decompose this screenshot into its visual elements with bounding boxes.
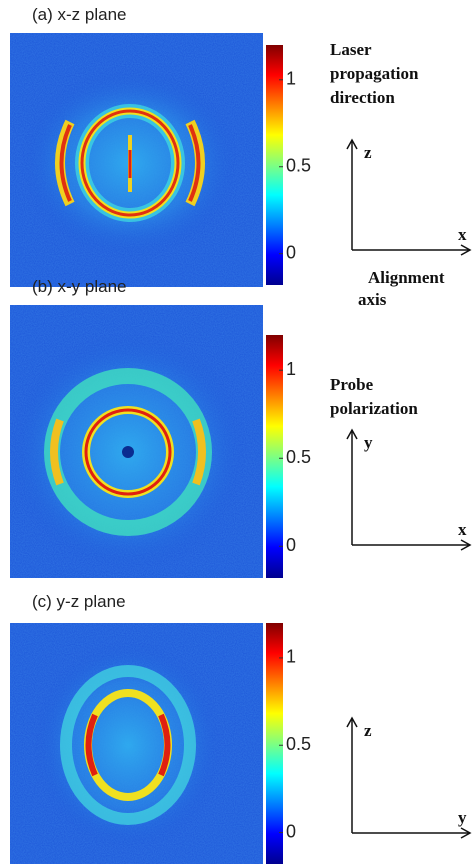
axis-label: y: [458, 808, 467, 827]
colorbar: [266, 335, 283, 578]
colorbar-tick-label: 0.5: [286, 447, 311, 467]
panel-title: (a) x-z plane: [32, 5, 126, 24]
axis-label: x: [458, 520, 467, 539]
colorbar-tick-label: 0: [286, 535, 296, 555]
caption: Probe: [330, 375, 374, 394]
axis-label: z: [364, 143, 372, 162]
caption: propagation: [330, 64, 419, 83]
panel-title: (b) x-y plane: [32, 277, 126, 296]
colorbar-tick-label: 0.5: [286, 734, 311, 754]
figure: (a) x-z plane 0 0.5 1 Laser propagation direct…: [0, 0, 472, 864]
colorbar-tick-label: 0: [286, 242, 296, 262]
caption: Laser: [330, 40, 372, 59]
colorbar-tick-label: 0.5: [286, 155, 311, 175]
caption: axis: [358, 290, 387, 309]
heatmap-image: [10, 33, 263, 287]
heatmap-image: [8, 305, 263, 578]
axis-label: y: [364, 433, 373, 452]
colorbar-tick-label: 1: [286, 69, 296, 89]
colorbar: [266, 45, 283, 285]
colorbar: [266, 623, 283, 864]
panel-title: (c) y-z plane: [32, 592, 126, 611]
heatmap-image: [10, 623, 263, 864]
caption: polarization: [330, 399, 418, 418]
colorbar-tick-label: 1: [286, 647, 296, 667]
caption: direction: [330, 88, 395, 107]
axis-label: z: [364, 721, 372, 740]
caption: Alignment: [368, 268, 445, 287]
colorbar-tick-label: 0: [286, 821, 296, 841]
colorbar-tick-label: 1: [286, 359, 296, 379]
axis-label: x: [458, 225, 467, 244]
